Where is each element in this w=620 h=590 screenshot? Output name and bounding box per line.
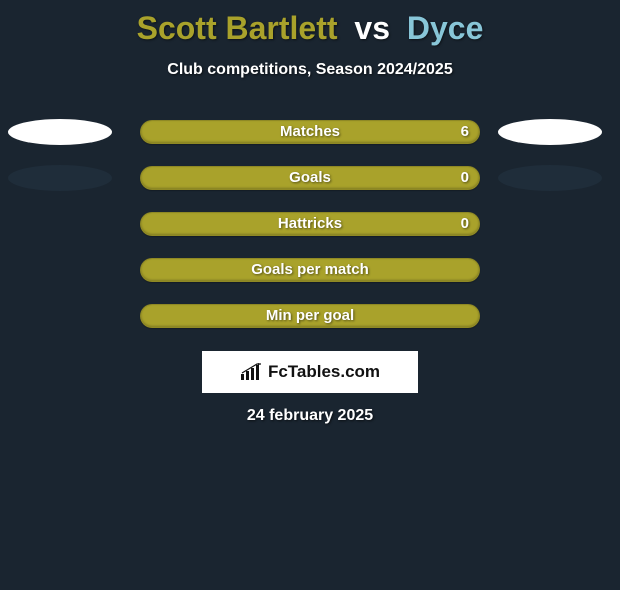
comparison-title: Scott Bartlett vs Dyce xyxy=(0,10,620,47)
brand-chart-icon xyxy=(240,363,262,381)
player2-name: Dyce xyxy=(407,10,484,46)
stat-label: Hattricks xyxy=(278,213,342,235)
stat-label: Matches xyxy=(280,121,340,143)
stat-row: Matches 6 xyxy=(0,107,620,153)
stat-label: Min per goal xyxy=(266,305,354,327)
player1-ellipse xyxy=(8,165,112,191)
stat-row: Goals per match xyxy=(0,245,620,291)
stat-bar: Goals 0 xyxy=(140,166,480,190)
stat-value-right: 0 xyxy=(461,213,469,235)
brand-text: FcTables.com xyxy=(268,362,380,382)
snapshot-date: 24 february 2025 xyxy=(0,407,620,425)
player2-ellipse xyxy=(498,165,602,191)
stat-value-right: 6 xyxy=(461,121,469,143)
player1-name: Scott Bartlett xyxy=(137,10,338,46)
stat-row: Goals 0 xyxy=(0,153,620,199)
stat-label: Goals xyxy=(289,167,331,189)
stat-bar: Goals per match xyxy=(140,258,480,282)
stats-section: Matches 6 Goals 0 Hattricks 0 Goals per match M… xyxy=(0,107,620,337)
subtitle: Club competitions, Season 2024/2025 xyxy=(0,61,620,79)
brand-badge: FcTables.com xyxy=(202,351,418,393)
stat-row: Hattricks 0 xyxy=(0,199,620,245)
vs-text: vs xyxy=(354,10,390,46)
stat-bar: Matches 6 xyxy=(140,120,480,144)
stat-label: Goals per match xyxy=(251,259,369,281)
stat-value-right: 0 xyxy=(461,167,469,189)
player1-ellipse xyxy=(8,119,112,145)
stat-bar: Min per goal xyxy=(140,304,480,328)
stat-bar: Hattricks 0 xyxy=(140,212,480,236)
player2-ellipse xyxy=(498,119,602,145)
stat-row: Min per goal xyxy=(0,291,620,337)
